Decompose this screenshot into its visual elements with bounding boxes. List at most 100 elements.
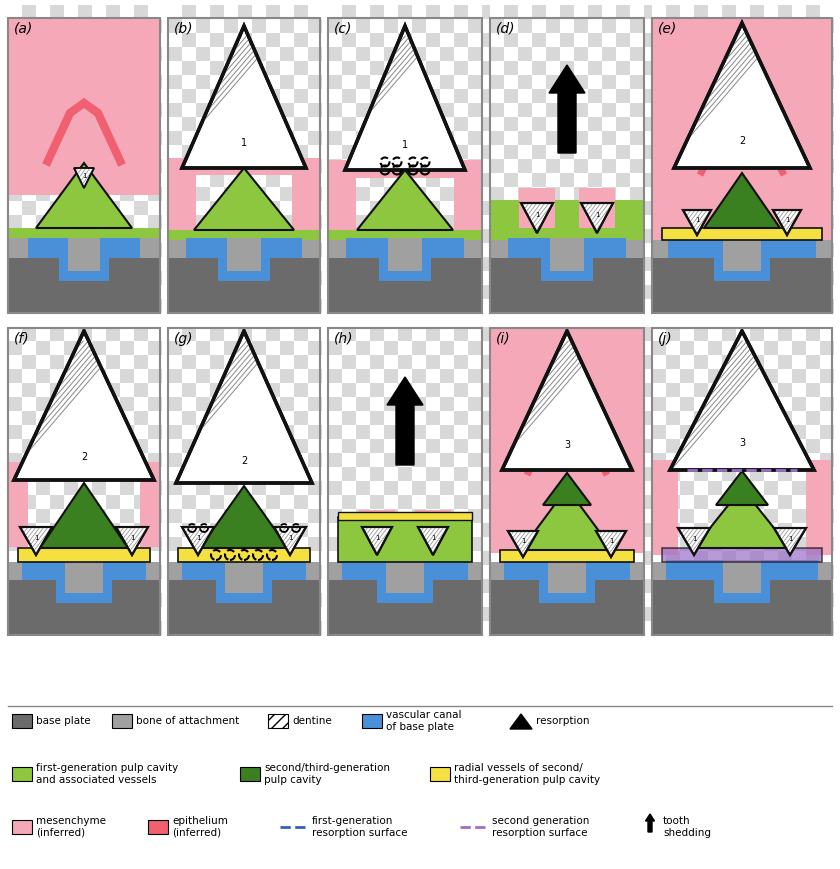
Bar <box>294 369 308 383</box>
Bar <box>518 103 532 117</box>
Bar <box>694 117 708 131</box>
Bar <box>356 439 370 453</box>
Bar <box>616 75 630 89</box>
Bar <box>666 47 680 61</box>
Bar <box>652 229 666 243</box>
Bar <box>490 18 644 313</box>
Bar <box>92 453 106 467</box>
Bar <box>294 341 308 355</box>
Bar <box>36 131 50 145</box>
Bar <box>504 341 518 355</box>
Bar <box>106 579 120 593</box>
Bar <box>560 201 574 215</box>
Bar <box>644 145 658 159</box>
Bar <box>22 467 36 481</box>
Bar <box>454 537 468 551</box>
Bar <box>430 767 450 781</box>
Bar <box>778 201 792 215</box>
Bar <box>490 341 504 355</box>
Bar <box>148 467 162 481</box>
Bar <box>92 341 106 355</box>
Bar <box>666 117 680 131</box>
Bar <box>308 621 322 635</box>
Bar <box>490 607 504 621</box>
Bar <box>440 509 454 523</box>
Bar <box>36 145 50 159</box>
Bar <box>370 285 384 299</box>
Bar <box>384 537 398 551</box>
Bar <box>120 523 134 537</box>
Bar <box>574 453 588 467</box>
Bar <box>398 467 412 481</box>
Bar <box>722 229 736 243</box>
Bar <box>384 355 398 369</box>
Bar <box>134 509 148 523</box>
Bar <box>736 285 750 299</box>
Bar <box>342 453 356 467</box>
Bar <box>92 47 106 61</box>
Bar <box>120 47 134 61</box>
Bar <box>280 607 294 621</box>
Bar <box>384 131 398 145</box>
Bar <box>106 131 120 145</box>
Bar <box>370 369 384 383</box>
Bar <box>560 397 574 411</box>
Bar <box>106 47 120 61</box>
Bar <box>518 271 532 285</box>
Bar <box>490 215 504 229</box>
Bar <box>532 495 546 509</box>
Bar <box>308 145 322 159</box>
Bar <box>764 33 778 47</box>
Bar <box>616 61 630 75</box>
Bar <box>106 411 120 425</box>
Bar <box>588 495 602 509</box>
Bar <box>666 285 680 299</box>
Bar <box>666 560 818 580</box>
Bar <box>750 201 764 215</box>
Bar <box>412 579 426 593</box>
Bar <box>532 411 546 425</box>
Bar <box>560 439 574 453</box>
Bar <box>588 103 602 117</box>
Bar <box>806 47 820 61</box>
Bar <box>342 621 356 635</box>
Bar <box>92 551 106 565</box>
Bar <box>806 579 820 593</box>
Bar <box>308 327 322 341</box>
Bar <box>764 509 778 523</box>
Bar <box>722 19 736 33</box>
Bar <box>482 201 496 215</box>
Bar <box>750 411 764 425</box>
Bar <box>722 117 736 131</box>
Bar <box>196 33 210 47</box>
Bar <box>574 173 588 187</box>
Bar <box>750 61 764 75</box>
Bar <box>532 355 546 369</box>
Bar <box>328 327 342 341</box>
Bar <box>280 243 294 257</box>
Bar <box>22 439 36 453</box>
Bar <box>370 467 384 481</box>
Bar <box>504 453 518 467</box>
Bar <box>356 173 370 187</box>
Bar <box>468 537 482 551</box>
Bar <box>280 117 294 131</box>
Bar <box>764 607 778 621</box>
Bar <box>806 215 820 229</box>
Bar <box>266 607 280 621</box>
Bar <box>50 411 64 425</box>
Bar <box>294 355 308 369</box>
Bar <box>454 509 468 523</box>
Bar <box>482 495 496 509</box>
Bar <box>652 258 832 313</box>
Bar <box>210 5 224 19</box>
Bar <box>106 537 120 551</box>
Bar <box>182 131 196 145</box>
Bar <box>252 453 266 467</box>
Bar <box>338 512 472 520</box>
Bar <box>64 439 78 453</box>
Bar <box>92 131 106 145</box>
Bar <box>644 271 658 285</box>
Bar <box>616 19 630 33</box>
Bar <box>666 411 680 425</box>
